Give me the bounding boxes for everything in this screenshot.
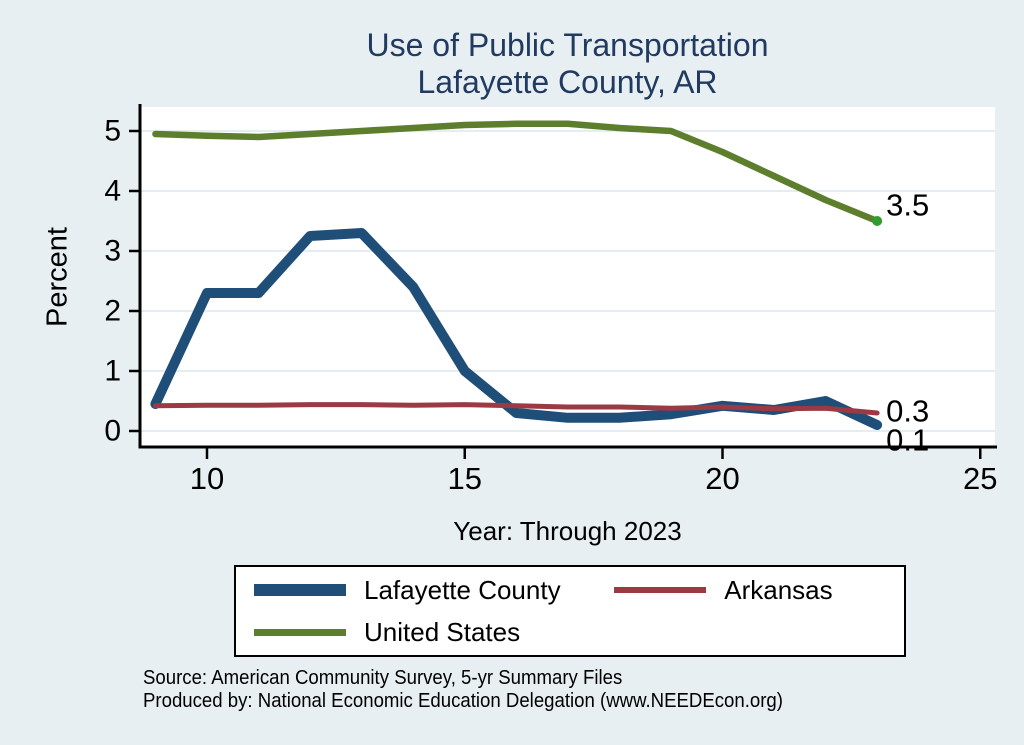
legend-swatch-arkansas bbox=[614, 587, 707, 593]
legend-item-arkansas: Arkansas bbox=[614, 575, 886, 606]
source-line: Source: American Community Survey, 5-yr … bbox=[143, 667, 623, 689]
x-tick-label-10: 10 bbox=[190, 461, 224, 496]
end-label-united-states: 3.5 bbox=[886, 188, 929, 223]
end-label-lafayette-county: 0.1 bbox=[886, 423, 929, 458]
x-tick-label-15: 15 bbox=[448, 461, 482, 496]
y-tick-label-1: 1 bbox=[104, 355, 121, 388]
chart-title-line2: Lafayette County, AR bbox=[417, 64, 718, 100]
legend-swatch-lafayette-county bbox=[254, 584, 346, 596]
legend: Lafayette County Arkansas United States bbox=[234, 565, 906, 657]
legend-label-united-states: United States bbox=[364, 616, 521, 647]
legend-item-united-states: United States bbox=[254, 617, 614, 648]
y-tick-label-5: 5 bbox=[104, 115, 121, 148]
y-tick-label-0: 0 bbox=[104, 415, 121, 448]
series-line-united-states bbox=[152, 120, 881, 225]
chart-title: Use of Public Transportation Lafayette C… bbox=[140, 27, 995, 101]
y-tick-label-4: 4 bbox=[104, 175, 121, 208]
series-line-arkansas bbox=[152, 402, 880, 416]
x-tick-label-20: 20 bbox=[705, 461, 739, 496]
x-tick-label-25: 25 bbox=[963, 461, 997, 496]
source-note: Source: American Community Survey, 5-yr … bbox=[143, 667, 783, 713]
x-axis-title: Year: Through 2023 bbox=[453, 516, 682, 546]
legend-label-arkansas: Arkansas bbox=[724, 574, 833, 605]
y-tick-label-3: 3 bbox=[104, 235, 121, 268]
end-label-arkansas: 0.3 bbox=[886, 394, 929, 429]
legend-swatch-united-states bbox=[254, 628, 346, 636]
legend-label-lafayette-county: Lafayette County bbox=[364, 574, 561, 605]
y-tick-label-2: 2 bbox=[104, 295, 121, 328]
legend-item-lafayette-county: Lafayette County bbox=[254, 575, 614, 606]
produced-by-line: Produced by: National Economic Education… bbox=[143, 690, 783, 712]
chart-title-line1: Use of Public Transportation bbox=[366, 27, 769, 63]
plot-area bbox=[140, 107, 995, 447]
end-marker-united-states bbox=[872, 216, 883, 226]
